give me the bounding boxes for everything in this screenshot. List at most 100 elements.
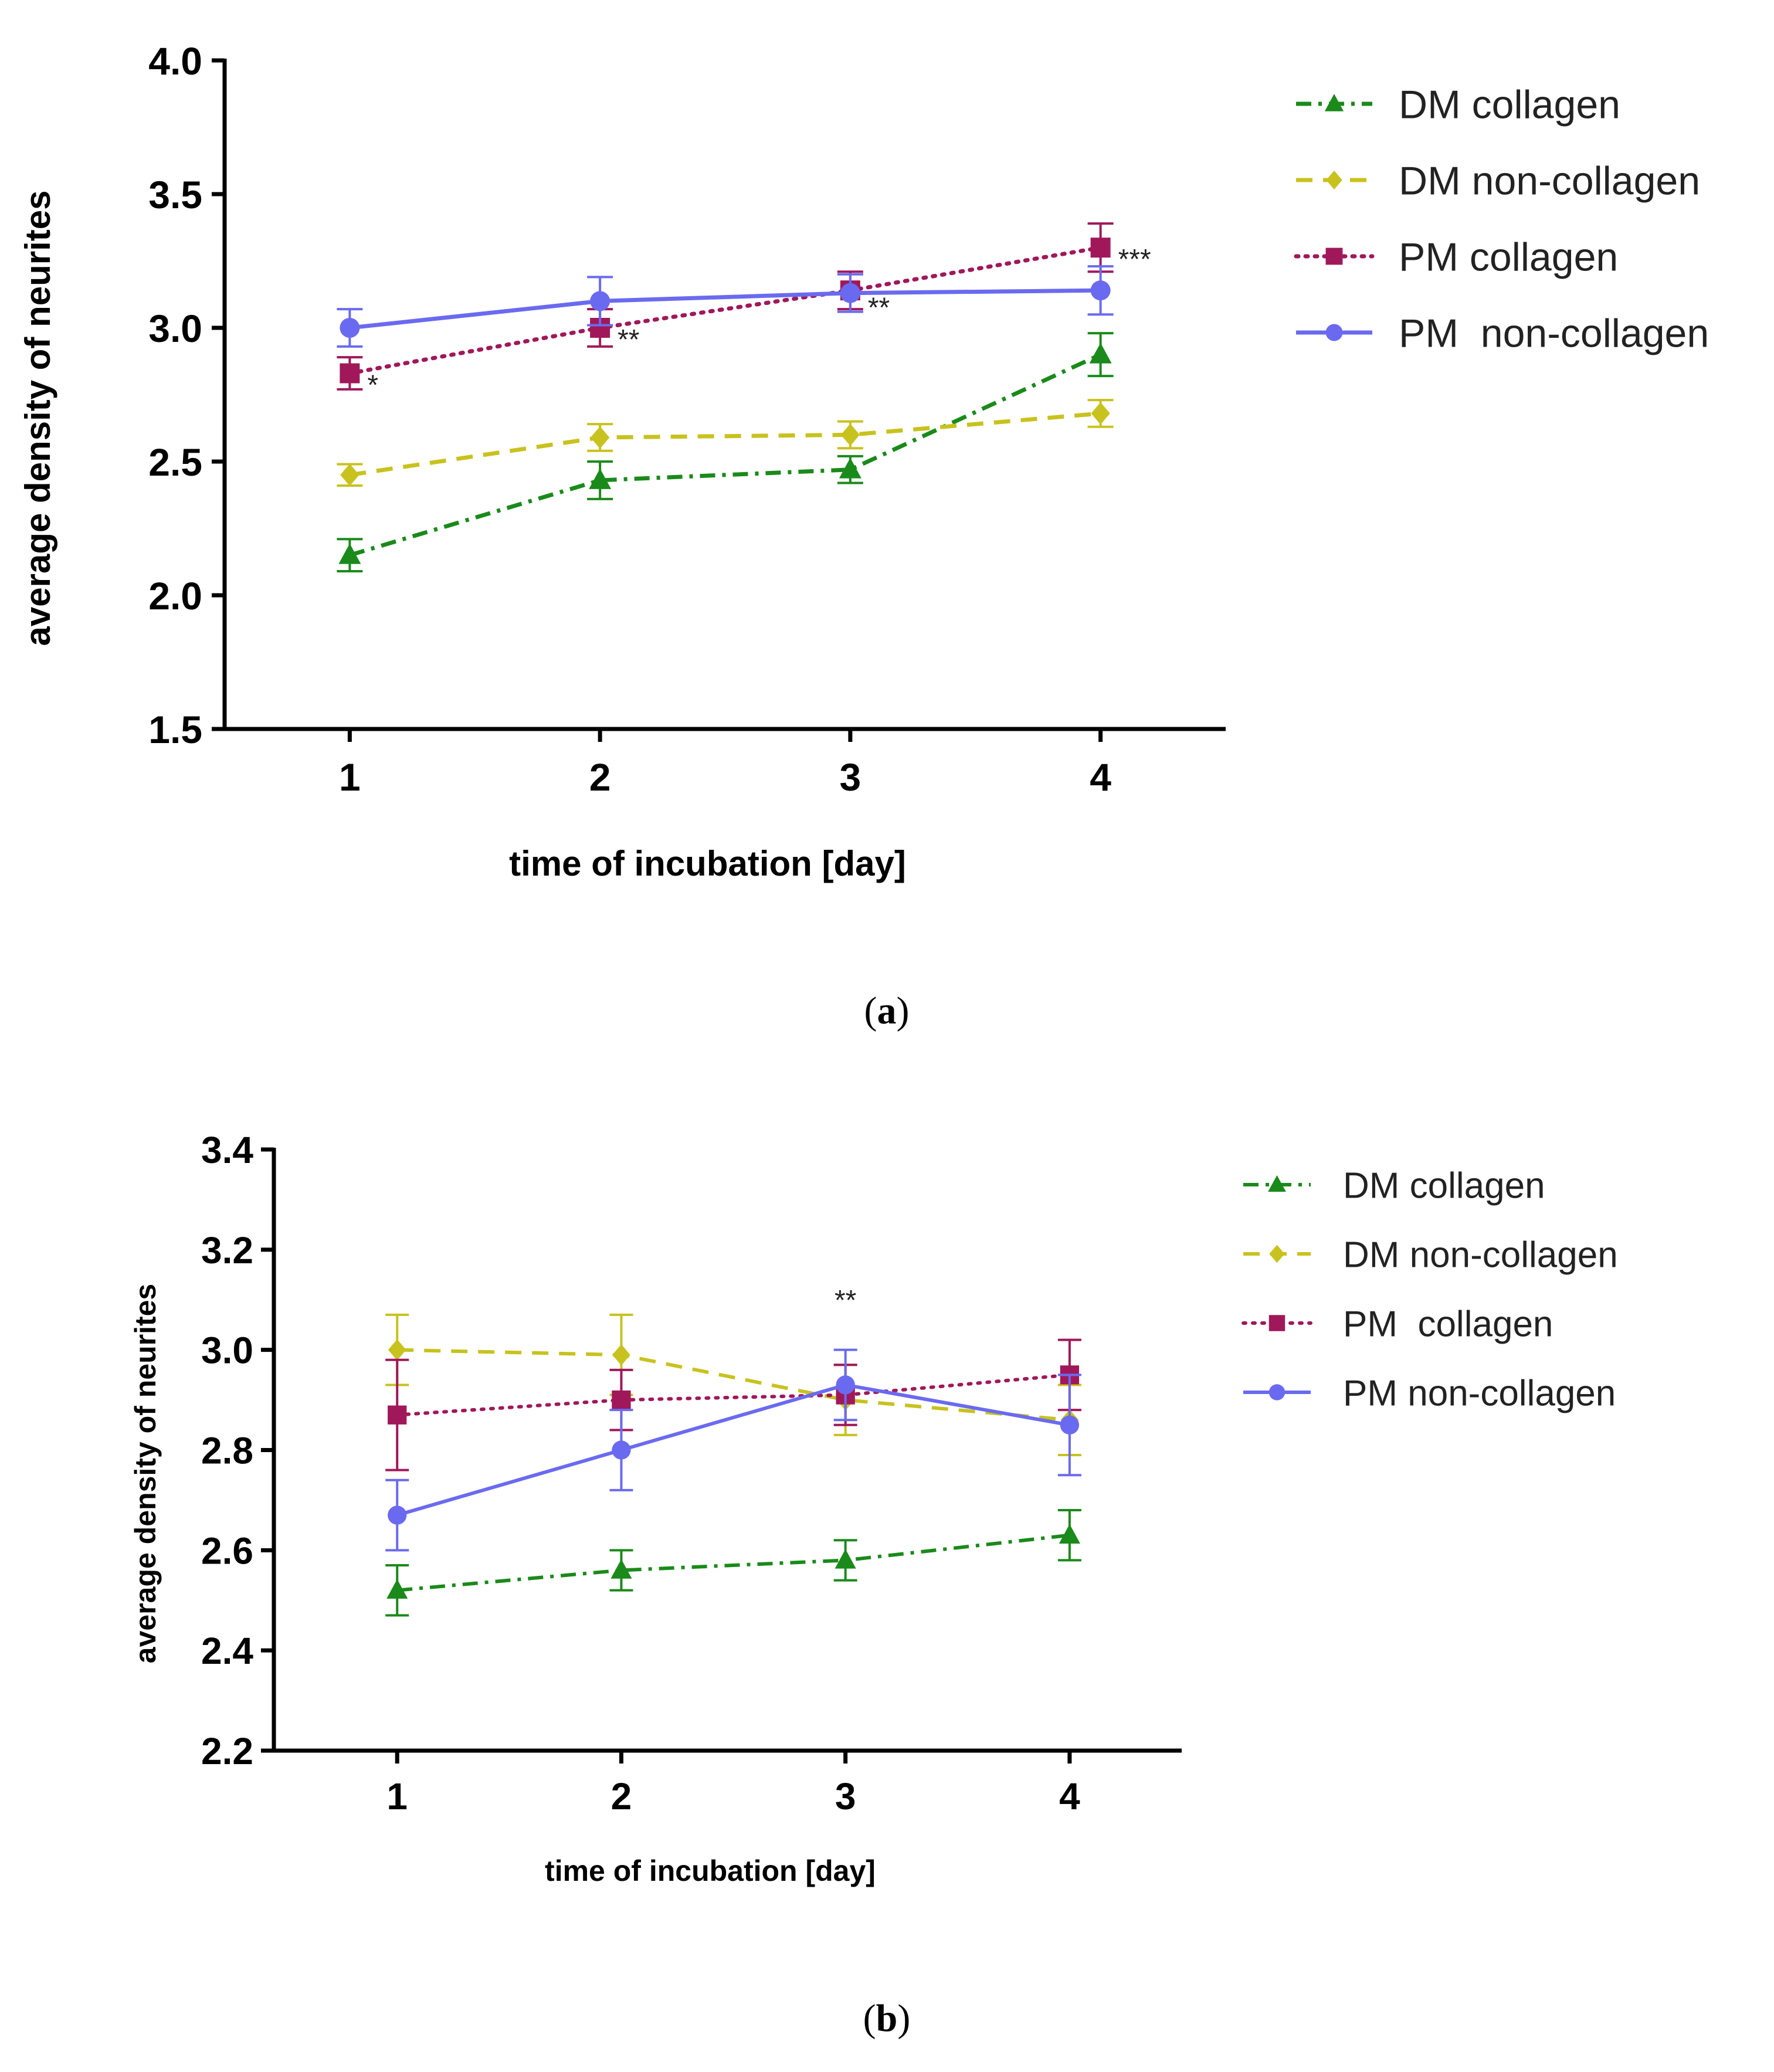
legend-label-b-2: PM collagen — [1343, 1304, 1553, 1344]
caption-close-a: ) — [897, 989, 910, 1032]
series-line-b-2 — [395, 1373, 1071, 1417]
data-point-a-2-3 — [1090, 238, 1111, 258]
y-tick-label-a-5: 4.0 — [148, 39, 202, 83]
data-point-a-1-1 — [590, 426, 610, 449]
caption-letter-a: a — [877, 989, 897, 1032]
caption-open-a: ( — [864, 989, 877, 1032]
legend-marker-a-0 — [1324, 94, 1344, 111]
y-tick-label-a-2: 2.5 — [148, 440, 202, 484]
x-tick-label-a-3: 4 — [1090, 755, 1111, 799]
series-line-b-3 — [396, 1383, 1070, 1517]
data-point-b-2-0 — [388, 1405, 407, 1425]
panel-caption-b: (b) — [863, 1997, 911, 2040]
x-tick-label-b-1: 2 — [611, 1775, 632, 1817]
legend-marker-b-2 — [1268, 1315, 1285, 1331]
legend-label-a-3: PM non-collagen — [1399, 311, 1709, 355]
y-tick-label-b-6: 3.4 — [201, 1129, 253, 1171]
y-tick-label-b-2: 2.6 — [201, 1530, 253, 1572]
y-tick-label-a-3: 3.0 — [148, 307, 202, 350]
y-axis-title-a: average density of neurites — [18, 191, 57, 646]
data-point-b-0-0 — [386, 1579, 408, 1599]
y-tick-label-b-0: 2.2 — [201, 1730, 253, 1772]
series-line-a-0 — [349, 352, 1102, 557]
data-point-a-1-2 — [840, 423, 860, 446]
data-point-b-0-1 — [610, 1559, 632, 1579]
y-tick-label-a-1: 2.0 — [148, 574, 202, 618]
legend-label-a-0: DM collagen — [1399, 82, 1620, 127]
legend-label-a-2: PM collagen — [1399, 235, 1618, 279]
legend-marker-a-3 — [1325, 324, 1343, 341]
y-tick-label-b-1: 2.4 — [201, 1630, 253, 1672]
series-a-3 — [337, 265, 1114, 348]
legend-label-a-1: DM non-collagen — [1399, 158, 1700, 203]
data-point-b-3-3 — [1060, 1415, 1080, 1435]
series-a-1 — [337, 399, 1114, 487]
series-b-0 — [385, 1509, 1081, 1617]
significance-annotation-a-3: *** — [1118, 244, 1151, 275]
data-point-b-1-1 — [612, 1344, 630, 1366]
data-point-b-1-0 — [388, 1339, 406, 1361]
significance-annotation-b-0: ** — [835, 1285, 856, 1316]
legend-b: DM collagen DM non-collagen PM collagen PM … — [1242, 1165, 1618, 1413]
chart-panel-a: 1.5 2.0 2.5 3.0 3.5 4.0 1 2 3 4 time of incubation… — [18, 39, 1709, 1032]
x-tick-label-a-1: 2 — [589, 755, 611, 799]
y-axis-title-b: average density of neurites — [129, 1284, 162, 1663]
data-point-a-0-0 — [338, 543, 361, 564]
panel-caption-a: (a) — [864, 989, 910, 1032]
series-b-1 — [385, 1313, 1081, 1457]
series-line-a-1 — [349, 411, 1101, 477]
significance-annotation-a-2: ** — [868, 292, 890, 323]
x-tick-label-a-2: 3 — [840, 755, 861, 799]
legend-marker-a-1 — [1326, 170, 1342, 190]
legend-label-b-1: DM non-collagen — [1343, 1235, 1618, 1275]
data-point-b-3-2 — [836, 1375, 855, 1395]
data-point-b-3-0 — [388, 1505, 407, 1525]
chart-panel-b: 2.2 2.4 2.6 2.8 3.0 3.2 3.4 1 2 3 4 time of incubat… — [129, 1129, 1618, 2040]
series-line-b-0 — [396, 1533, 1070, 1592]
legend-marker-b-3 — [1268, 1384, 1285, 1400]
data-point-a-0-2 — [839, 457, 861, 479]
y-tick-label-b-5: 3.2 — [201, 1229, 253, 1271]
y-tick-label-a-4: 3.5 — [148, 173, 202, 216]
caption-letter-b: b — [876, 1997, 898, 2040]
data-point-a-0-3 — [1089, 342, 1112, 364]
data-point-b-0-3 — [1059, 1524, 1080, 1544]
data-point-b-3-1 — [612, 1440, 631, 1460]
legend-a: DM collagen DM non-collagen PM collagen PM … — [1294, 82, 1709, 355]
series-line-a-3 — [350, 288, 1101, 330]
x-tick-label-b-0: 1 — [386, 1775, 408, 1817]
x-tick-label-b-3: 4 — [1059, 1775, 1080, 1817]
caption-open-b: ( — [863, 1997, 876, 2040]
data-point-b-0-2 — [835, 1549, 856, 1569]
series-a-0 — [337, 332, 1114, 572]
x-axis-title-a: time of incubation [day] — [509, 844, 906, 883]
legend-label-b-0: DM collagen — [1343, 1165, 1545, 1206]
x-axis-title-b: time of incubation [day] — [545, 1854, 876, 1887]
data-point-a-1-3 — [1091, 402, 1110, 425]
data-point-b-2-1 — [612, 1390, 631, 1410]
data-point-a-3-3 — [1090, 280, 1111, 301]
series-line-a-2 — [347, 245, 1103, 376]
data-point-a-3-0 — [340, 318, 360, 338]
y-tick-label-a-0: 1.5 — [148, 708, 202, 751]
data-point-a-2-0 — [340, 363, 360, 384]
y-tick-label-b-4: 3.0 — [201, 1330, 253, 1372]
legend-marker-b-1 — [1269, 1244, 1285, 1263]
series-b-2 — [385, 1338, 1081, 1471]
data-point-a-3-1 — [590, 291, 610, 311]
y-tick-label-b-3: 2.8 — [201, 1430, 253, 1472]
caption-close-b: ) — [897, 1997, 910, 2040]
legend-label-b-3: PM non-collagen — [1343, 1373, 1616, 1413]
significance-annotation-a-0: * — [367, 370, 378, 401]
significance-annotation-a-1: ** — [618, 324, 639, 355]
x-tick-label-b-2: 3 — [835, 1775, 856, 1817]
x-tick-label-a-0: 1 — [339, 755, 361, 799]
data-point-a-0-1 — [589, 468, 612, 489]
series-b-3 — [385, 1348, 1081, 1552]
series-a-2 — [337, 222, 1114, 391]
series-line-b-1 — [397, 1348, 1070, 1422]
legend-marker-b-0 — [1268, 1175, 1286, 1192]
data-point-a-3-2 — [840, 283, 860, 303]
legend-marker-a-2 — [1325, 247, 1343, 265]
